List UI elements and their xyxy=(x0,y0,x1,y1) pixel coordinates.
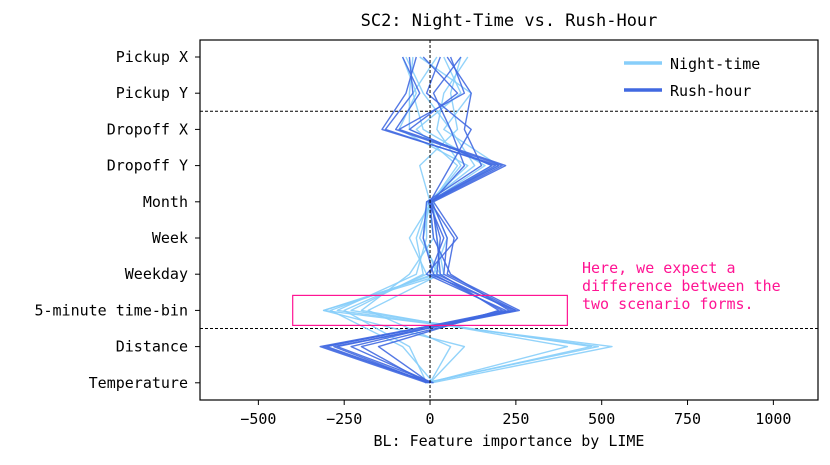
series-line-night-time-2 xyxy=(322,56,613,384)
x-tick-label: 0 xyxy=(426,410,435,428)
legend-label-night-time: Night-time xyxy=(670,55,760,73)
legend-label-rush-hour: Rush-hour xyxy=(670,82,751,100)
annotation-line-3: two scenario forms. xyxy=(582,295,754,313)
x-tick-label: −250 xyxy=(326,410,362,428)
y-tick-label-pickup-y: Pickup Y xyxy=(116,84,188,102)
series-line-night-time-7 xyxy=(322,56,486,384)
y-tick-label-week: Week xyxy=(152,229,188,247)
y-tick-label-weekday: Weekday xyxy=(125,265,188,283)
x-tick-label: −500 xyxy=(240,410,276,428)
series-line-night-time-6 xyxy=(360,56,569,384)
annotation-line-1: Here, we expect a xyxy=(582,259,736,277)
y-tick-label-5-minute-time-bin: 5-minute time-bin xyxy=(34,301,188,319)
y-tick-label-distance: Distance xyxy=(116,338,188,356)
x-tick-label: 250 xyxy=(502,410,529,428)
plot-frame xyxy=(199,39,819,401)
x-tick-label: 750 xyxy=(674,410,701,428)
y-tick-label-pickup-x: Pickup X xyxy=(116,48,188,66)
y-tick-label-dropoff-x: Dropoff X xyxy=(107,120,188,138)
series-line-night-time-8 xyxy=(343,56,469,384)
annotation: Here, we expect a difference between the… xyxy=(582,259,781,313)
chart-title: SC2: Night-Time vs. Rush-Hour xyxy=(361,11,658,31)
series-line-rush-hour-8 xyxy=(326,56,507,384)
x-axis-label: BL: Feature importance by LIME xyxy=(374,432,645,450)
y-tick-label-month: Month xyxy=(143,193,188,211)
series-line-rush-hour-6 xyxy=(336,56,517,384)
plot-area xyxy=(200,40,818,400)
x-tick-label: 1000 xyxy=(755,410,791,428)
axes: −500 −250 0 250 500 750 1000 Pickup X Pickup Y Dr… xyxy=(34,39,819,428)
series-line-rush-hour-5 xyxy=(377,56,500,384)
legend: Night-time Rush-hour xyxy=(624,55,760,100)
x-tick-label: 500 xyxy=(588,410,615,428)
annotation-line-2: difference between the xyxy=(582,277,781,295)
annotation-box xyxy=(292,294,568,326)
series-line-rush-hour-7 xyxy=(360,56,510,384)
y-tick-label-dropoff-y: Dropoff Y xyxy=(107,157,188,175)
y-tick-label-temperature: Temperature xyxy=(89,374,188,392)
